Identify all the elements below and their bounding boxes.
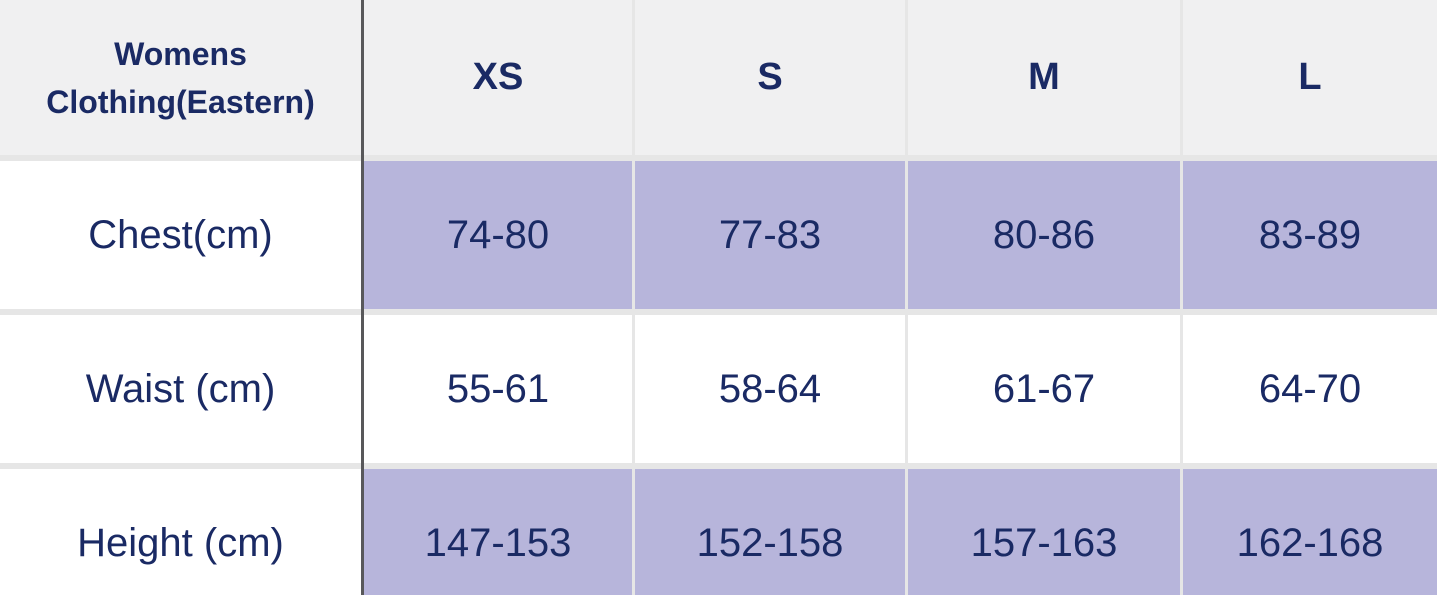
column-header-s: S bbox=[635, 0, 905, 155]
waist-s-value: 58-64 bbox=[635, 315, 905, 463]
waist-m-value: 61-67 bbox=[908, 315, 1180, 463]
waist-xs-value: 55-61 bbox=[364, 315, 632, 463]
chest-l-value: 83-89 bbox=[1183, 161, 1437, 309]
chest-s-value: 77-83 bbox=[635, 161, 905, 309]
height-xs-value: 147-153 bbox=[364, 469, 632, 595]
column-header-m: M bbox=[908, 0, 1180, 155]
row-label-height: Height (cm) bbox=[0, 469, 361, 595]
height-l-value: 162-168 bbox=[1183, 469, 1437, 595]
height-s-value: 152-158 bbox=[635, 469, 905, 595]
column-header-xs: XS bbox=[364, 0, 632, 155]
chest-xs-value: 74-80 bbox=[364, 161, 632, 309]
table-title: Womens Clothing(Eastern) bbox=[0, 0, 361, 155]
chest-m-value: 80-86 bbox=[908, 161, 1180, 309]
row-label-waist: Waist (cm) bbox=[0, 315, 361, 463]
row-label-chest: Chest(cm) bbox=[0, 161, 361, 309]
waist-l-value: 64-70 bbox=[1183, 315, 1437, 463]
first-column-divider bbox=[361, 0, 364, 595]
column-header-l: L bbox=[1183, 0, 1437, 155]
height-m-value: 157-163 bbox=[908, 469, 1180, 595]
